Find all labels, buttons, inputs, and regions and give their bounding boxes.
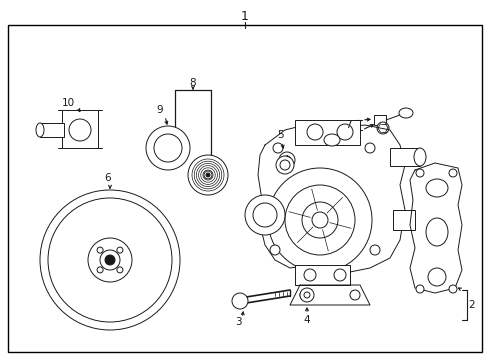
Circle shape — [370, 245, 380, 255]
Text: 6: 6 — [105, 173, 111, 183]
Circle shape — [105, 255, 115, 265]
Circle shape — [416, 285, 424, 293]
Bar — [40, 123, 64, 137]
Circle shape — [279, 152, 295, 168]
Circle shape — [304, 292, 310, 298]
Text: 5: 5 — [277, 130, 283, 140]
Circle shape — [280, 160, 290, 170]
Text: 2: 2 — [469, 300, 475, 310]
Text: 9: 9 — [157, 105, 163, 115]
Ellipse shape — [324, 134, 340, 146]
Circle shape — [312, 212, 328, 228]
Circle shape — [337, 124, 353, 140]
Bar — [374, 115, 386, 125]
Circle shape — [270, 245, 280, 255]
Text: 7: 7 — [344, 120, 351, 130]
Ellipse shape — [428, 268, 446, 286]
Circle shape — [97, 267, 103, 273]
Circle shape — [300, 288, 314, 302]
Bar — [390, 148, 420, 166]
Circle shape — [206, 173, 210, 177]
Circle shape — [273, 143, 283, 153]
Circle shape — [40, 190, 180, 330]
Circle shape — [304, 269, 316, 281]
Circle shape — [146, 126, 190, 170]
Circle shape — [283, 156, 291, 164]
Circle shape — [88, 238, 132, 282]
Circle shape — [268, 168, 372, 272]
Text: 8: 8 — [190, 78, 196, 88]
Circle shape — [276, 156, 294, 174]
Circle shape — [117, 247, 123, 253]
Circle shape — [245, 195, 285, 235]
Circle shape — [449, 285, 457, 293]
Circle shape — [350, 290, 360, 300]
Circle shape — [307, 124, 323, 140]
Circle shape — [69, 119, 91, 141]
Ellipse shape — [426, 218, 448, 246]
Circle shape — [204, 171, 212, 179]
Bar — [62, 110, 98, 148]
Circle shape — [285, 185, 355, 255]
Circle shape — [377, 122, 389, 134]
Text: 3: 3 — [235, 317, 241, 327]
Circle shape — [117, 267, 123, 273]
Circle shape — [302, 202, 338, 238]
Circle shape — [365, 143, 375, 153]
Circle shape — [232, 293, 248, 309]
Bar — [295, 265, 350, 285]
Text: 4: 4 — [304, 315, 310, 325]
Ellipse shape — [426, 179, 448, 197]
Circle shape — [416, 169, 424, 177]
Bar — [393, 210, 415, 230]
Text: 10: 10 — [61, 98, 74, 108]
Ellipse shape — [36, 123, 44, 137]
Circle shape — [300, 290, 310, 300]
Circle shape — [48, 198, 172, 322]
Text: 1: 1 — [241, 9, 249, 23]
Circle shape — [334, 269, 346, 281]
Circle shape — [253, 203, 277, 227]
Ellipse shape — [399, 108, 413, 118]
Circle shape — [449, 169, 457, 177]
Ellipse shape — [414, 148, 426, 166]
Bar — [295, 120, 360, 145]
Circle shape — [188, 155, 228, 195]
Circle shape — [100, 250, 120, 270]
Circle shape — [97, 247, 103, 253]
Circle shape — [154, 134, 182, 162]
